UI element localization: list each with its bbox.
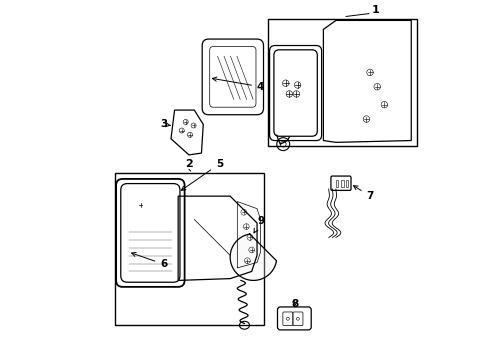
Bar	[115, 173, 264, 325]
Bar	[267, 19, 416, 146]
Text: 6: 6	[131, 252, 167, 269]
Text: 5: 5	[181, 159, 223, 190]
Bar	[335, 180, 338, 187]
Bar	[341, 180, 343, 187]
Text: 1: 1	[371, 5, 379, 15]
Text: 7: 7	[353, 186, 373, 201]
Text: 8: 8	[290, 299, 298, 309]
Polygon shape	[230, 234, 276, 280]
Text: 3: 3	[160, 120, 170, 129]
Text: 2: 2	[184, 159, 192, 169]
Bar	[345, 180, 347, 187]
Text: 9: 9	[253, 216, 264, 233]
Text: 4: 4	[212, 77, 264, 92]
